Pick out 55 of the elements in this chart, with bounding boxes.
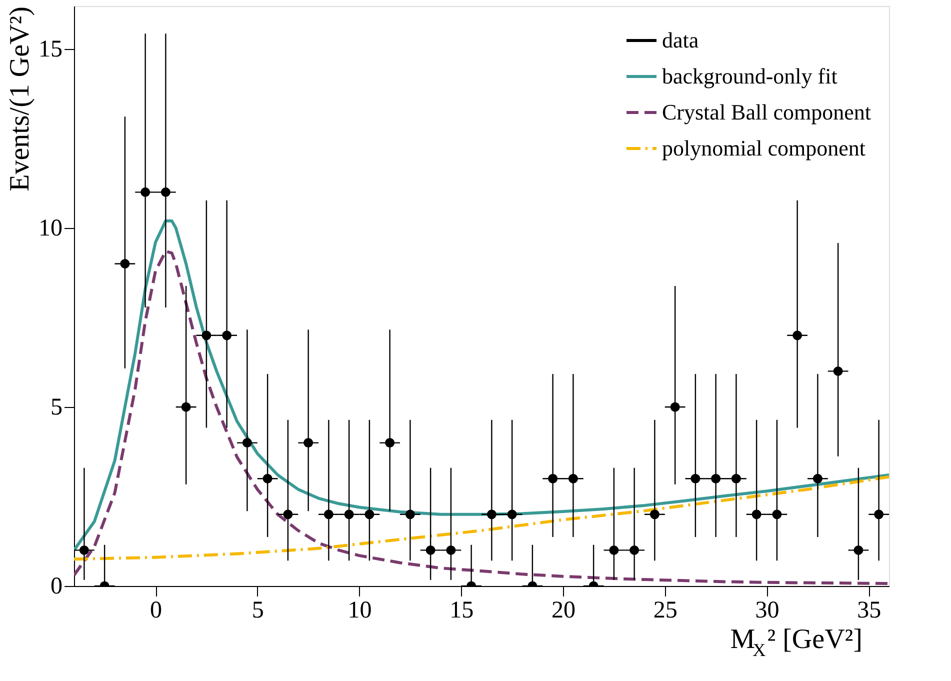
point [792,330,802,340]
point [283,510,293,520]
point [140,187,150,197]
point [650,510,660,520]
point [874,510,884,520]
x-tick-label: 30 [755,598,780,624]
point [181,402,191,412]
point [304,438,314,448]
point [426,545,436,555]
y-tick-label: 15 [38,36,62,62]
point [242,438,252,448]
x-tick-label: 5 [252,598,264,624]
point [609,545,619,555]
point [690,474,700,484]
y-tick-label: 5 [50,394,62,420]
legend-label: background-only fit [662,64,838,88]
point [344,510,354,520]
x-tick-label: 35 [857,598,882,624]
x-tick-label: 15 [450,598,474,624]
legend-label: data [662,28,699,52]
point [222,330,232,340]
point [630,545,640,555]
point [752,510,762,520]
x-tick-label: 10 [348,598,372,624]
point [160,187,170,197]
point [731,474,741,484]
point [79,545,89,555]
line-series [74,219,889,552]
point [670,402,680,412]
point [772,510,782,520]
legend-label: polynomial component [662,136,866,160]
point [120,259,130,269]
point [711,474,721,484]
point [262,474,272,484]
x-tick-label: 20 [552,598,576,624]
line-series [74,475,889,561]
point [548,474,558,484]
point [568,474,578,484]
y-tick-label: 0 [50,574,62,600]
point [507,510,517,520]
point [385,438,395,448]
point [833,366,843,376]
point [446,545,456,555]
point [364,510,374,520]
x-tick-label: 25 [653,598,678,624]
point [486,510,496,520]
point [812,474,822,484]
point [405,510,415,520]
point [324,510,334,520]
point [202,330,212,340]
y-tick-label: 10 [38,215,62,242]
x-tick-label: 0 [150,598,162,624]
point [854,545,864,555]
legend-label: Crystal Ball component [662,100,871,124]
y-axis-title: Events/(1 GeV²) [4,6,36,192]
